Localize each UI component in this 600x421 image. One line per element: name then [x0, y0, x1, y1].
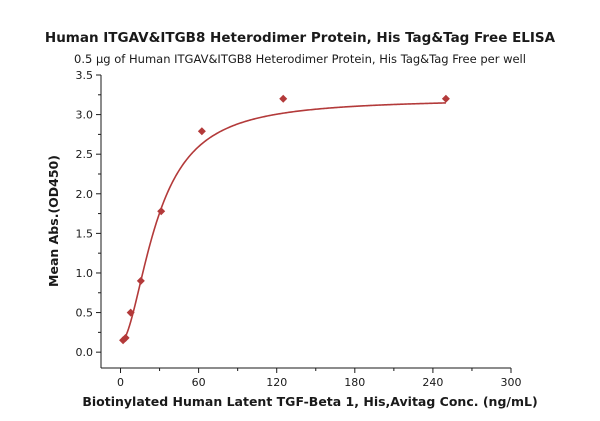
- data-point: [126, 308, 135, 317]
- y-tick-label: 1.0: [76, 267, 94, 280]
- x-axis-label: Biotinylated Human Latent TGF-Beta 1, Hi…: [82, 394, 537, 409]
- y-tick-label: 3.5: [76, 69, 94, 82]
- data-point: [157, 207, 166, 216]
- x-tick-label: 180: [344, 376, 365, 389]
- x-tick-label: 300: [501, 376, 522, 389]
- data-point: [441, 94, 450, 103]
- data-point: [121, 333, 130, 342]
- data-point: [279, 94, 288, 103]
- y-tick-label: 0.0: [76, 346, 94, 359]
- fit-curve: [122, 102, 446, 342]
- y-tick-label: 1.5: [76, 227, 94, 240]
- x-tick-label: 240: [422, 376, 443, 389]
- data-point: [136, 276, 145, 285]
- y-tick-label: 0.5: [76, 307, 94, 320]
- x-tick-label: 0: [117, 376, 124, 389]
- chart-subtitle: 0.5 μg of Human ITGAV&ITGB8 Heterodimer …: [74, 52, 526, 66]
- y-axis-ticks: 0.0 0.5 1.0 1.5 2.0 2.5 3.0 3.5: [76, 69, 101, 359]
- x-axis-ticks: 0 60 120 180 240 300: [117, 368, 522, 389]
- chart-title: Human ITGAV&ITGB8 Heterodimer Protein, H…: [45, 30, 556, 46]
- x-tick-label: 60: [192, 376, 206, 389]
- y-tick-label: 2.0: [76, 188, 94, 201]
- data-point: [197, 127, 206, 136]
- x-tick-label: 120: [266, 376, 287, 389]
- y-axis-label: Mean Abs.(OD450): [46, 155, 61, 287]
- axes: [100, 75, 511, 369]
- y-tick-label: 2.5: [76, 148, 94, 161]
- data-points: [119, 94, 450, 345]
- y-tick-label: 3.0: [76, 109, 94, 122]
